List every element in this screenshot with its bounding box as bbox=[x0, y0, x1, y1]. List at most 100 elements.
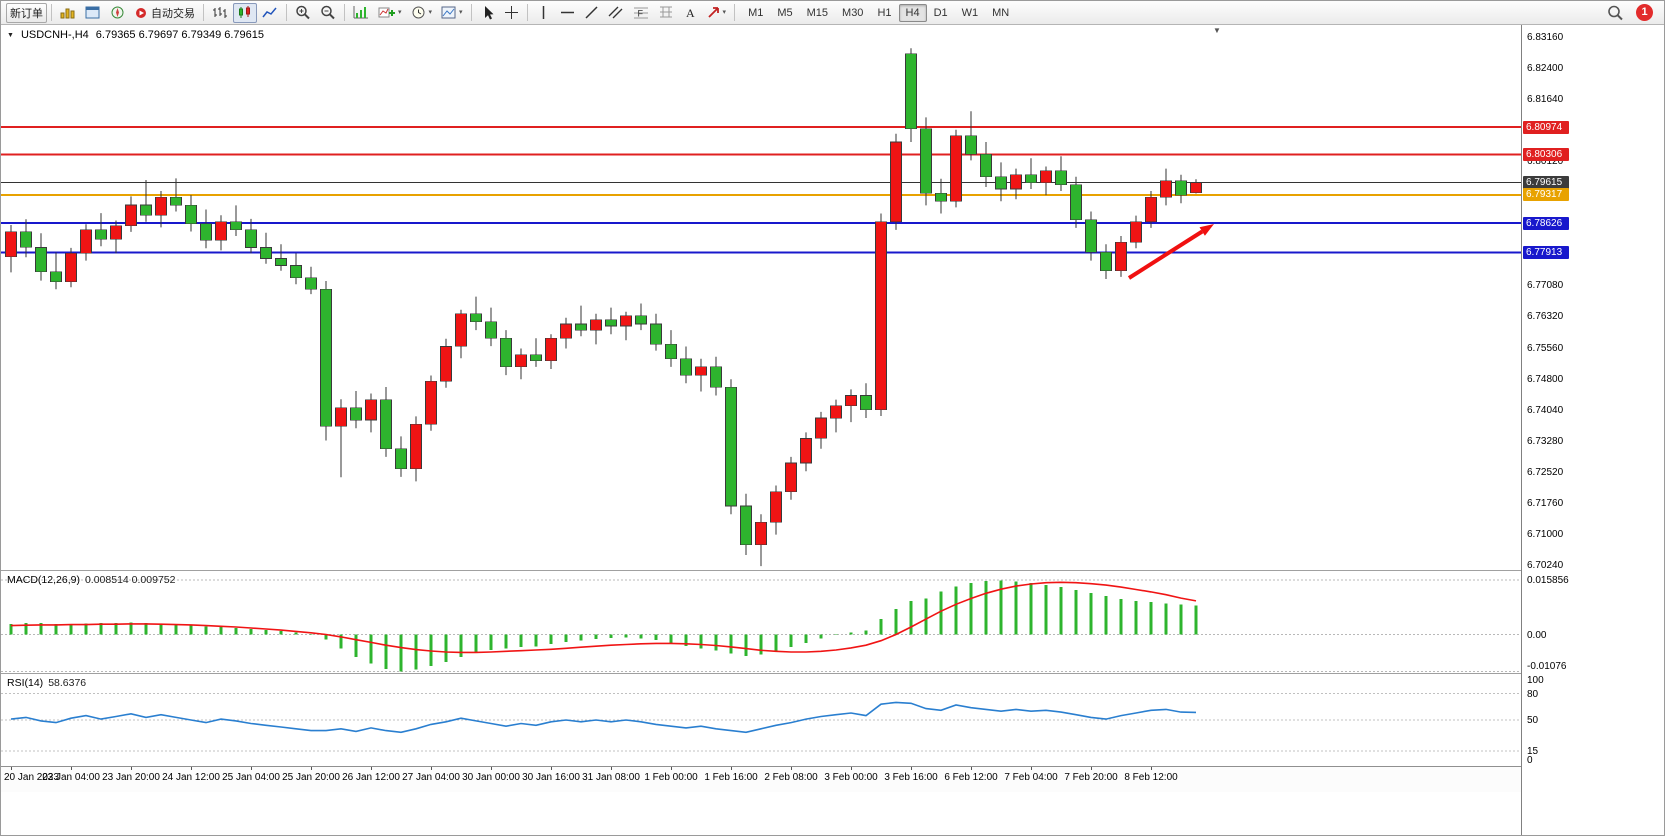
time-label: 30 Jan 00:00 bbox=[462, 772, 520, 783]
candle bbox=[35, 233, 47, 281]
candle bbox=[50, 252, 62, 290]
time-tick bbox=[731, 767, 732, 770]
timeframe-h1-button[interactable]: H1 bbox=[870, 4, 898, 22]
one-click-panel-toggle[interactable]: ▼ bbox=[7, 31, 14, 39]
price-label: 6.82400 bbox=[1527, 63, 1564, 74]
autotrading-button[interactable]: 自动交易 bbox=[131, 3, 199, 23]
line-chart-button[interactable] bbox=[258, 3, 282, 23]
price-badge: 6.78626 bbox=[1523, 217, 1569, 230]
grid-tool-button[interactable] bbox=[654, 3, 678, 23]
chart-shift-marker[interactable]: ▼ bbox=[1213, 26, 1221, 35]
fibonacci-tool-button[interactable]: F bbox=[629, 3, 653, 23]
time-label: 20 Jan 2023 bbox=[4, 772, 60, 783]
candle bbox=[995, 162, 1007, 202]
timeframe-m5-button[interactable]: M5 bbox=[770, 4, 799, 22]
price-badge: 6.79317 bbox=[1523, 188, 1569, 201]
price-label: 6.76320 bbox=[1527, 311, 1564, 322]
candle bbox=[350, 391, 362, 429]
candle bbox=[365, 393, 377, 433]
timeframe-m30-button[interactable]: M30 bbox=[835, 4, 870, 22]
timeframe-mn-button[interactable]: MN bbox=[985, 4, 1016, 22]
indicators-button[interactable] bbox=[349, 3, 373, 23]
candle bbox=[815, 411, 827, 449]
time-tick bbox=[1091, 767, 1092, 770]
candle bbox=[455, 309, 467, 359]
new-order-label: 新订单 bbox=[10, 7, 43, 20]
chart-title: ▼ USDCNH-,H4 6.79365 6.79697 6.79349 6.7… bbox=[7, 29, 264, 41]
toolbar-separator bbox=[344, 4, 345, 21]
search-button[interactable] bbox=[1603, 3, 1628, 23]
bar-chart-button[interactable] bbox=[208, 3, 232, 23]
indicators-icon bbox=[353, 5, 369, 20]
macd-panel-canvas[interactable] bbox=[1, 571, 1521, 674]
trend-arrow[interactable] bbox=[1127, 229, 1204, 280]
candle bbox=[215, 215, 227, 251]
new-order-button[interactable]: 新订单 bbox=[6, 2, 47, 23]
crosshair-button[interactable] bbox=[500, 3, 523, 23]
candle bbox=[1175, 174, 1187, 204]
data-window-icon bbox=[85, 5, 101, 20]
arrows-tool-button[interactable]: ▾ bbox=[702, 3, 731, 23]
zoom-out-button[interactable] bbox=[316, 3, 340, 23]
arrow-tool-icon bbox=[706, 5, 721, 20]
timeframe-h4-button[interactable]: H4 bbox=[898, 3, 927, 22]
candle bbox=[905, 48, 917, 142]
timeframe-m1-button[interactable]: M1 bbox=[741, 4, 770, 22]
timeframe-d1-button[interactable]: D1 bbox=[927, 4, 955, 22]
candle bbox=[830, 399, 842, 433]
channel-tool-button[interactable] bbox=[604, 3, 628, 23]
time-axis[interactable]: 20 Jan 2023 23 Jan 04:00 23 Jan 20:00 24 Ja… bbox=[1, 766, 1521, 792]
candle bbox=[320, 281, 332, 441]
time-label: 2 Feb 08:00 bbox=[764, 772, 818, 783]
horizontal-line-tool-button[interactable] bbox=[556, 3, 579, 23]
add-indicator-icon bbox=[378, 5, 396, 20]
candle bbox=[5, 225, 17, 273]
period-clock-button[interactable]: ▾ bbox=[407, 3, 437, 23]
candle bbox=[1055, 156, 1067, 191]
timeframe-w1-button[interactable]: W1 bbox=[955, 4, 986, 22]
time-tick bbox=[11, 767, 12, 770]
price-badge: 6.80306 bbox=[1523, 148, 1569, 161]
candle bbox=[710, 356, 722, 396]
candle bbox=[1115, 236, 1127, 277]
macd-signal-line bbox=[10, 581, 1197, 654]
time-label: 27 Jan 04:00 bbox=[402, 772, 460, 783]
zoom-in-button[interactable] bbox=[291, 3, 315, 23]
ohlc-values: 6.79365 6.79697 6.79349 6.79615 bbox=[95, 29, 264, 41]
text-tool-button[interactable]: A bbox=[679, 3, 701, 23]
price-axis[interactable]: 6.83160 6.82400 6.81640 6.80120 6.77080 6.763… bbox=[1521, 25, 1664, 835]
notification-badge[interactable]: 1 bbox=[1636, 4, 1653, 21]
add-indicator-button[interactable]: ▾ bbox=[374, 3, 406, 23]
time-tick bbox=[791, 767, 792, 770]
svg-text:F: F bbox=[637, 9, 643, 19]
price-label: 6.71760 bbox=[1527, 498, 1564, 509]
candle bbox=[140, 180, 152, 222]
candle bbox=[530, 338, 542, 367]
timeframe-m15-button[interactable]: M15 bbox=[800, 4, 835, 22]
toolbar-right-group: 1 bbox=[1603, 3, 1659, 23]
cursor-button[interactable] bbox=[476, 3, 499, 23]
time-tick bbox=[971, 767, 972, 770]
price-badge: 6.79615 bbox=[1523, 176, 1569, 189]
macd-current-values: 0.008514 0.009752 bbox=[84, 574, 176, 586]
market-watch-button[interactable] bbox=[56, 3, 80, 23]
time-tick bbox=[1151, 767, 1152, 770]
ohlc-bars-icon bbox=[212, 5, 228, 20]
templates-button[interactable]: ▾ bbox=[437, 3, 467, 23]
data-window-button[interactable] bbox=[81, 3, 105, 23]
candlestick-chart-button[interactable] bbox=[233, 2, 257, 23]
time-label: 6 Feb 12:00 bbox=[944, 772, 998, 783]
candle bbox=[950, 129, 962, 208]
rsi-current-value: 58.6376 bbox=[48, 677, 87, 689]
trendline-tool-button[interactable] bbox=[580, 3, 603, 23]
candlestick-chart-canvas[interactable] bbox=[1, 25, 1521, 571]
vertical-line-tool-button[interactable] bbox=[532, 3, 555, 23]
market-watch-icon bbox=[60, 5, 76, 20]
candle bbox=[1100, 244, 1112, 279]
macd-panel-splitter[interactable] bbox=[1, 570, 1664, 571]
zoom-in-icon bbox=[295, 5, 311, 20]
rsi-panel-canvas[interactable] bbox=[1, 674, 1521, 766]
navigator-button[interactable] bbox=[106, 3, 130, 23]
rsi-panel-splitter[interactable] bbox=[1, 673, 1664, 674]
candle bbox=[230, 205, 242, 236]
